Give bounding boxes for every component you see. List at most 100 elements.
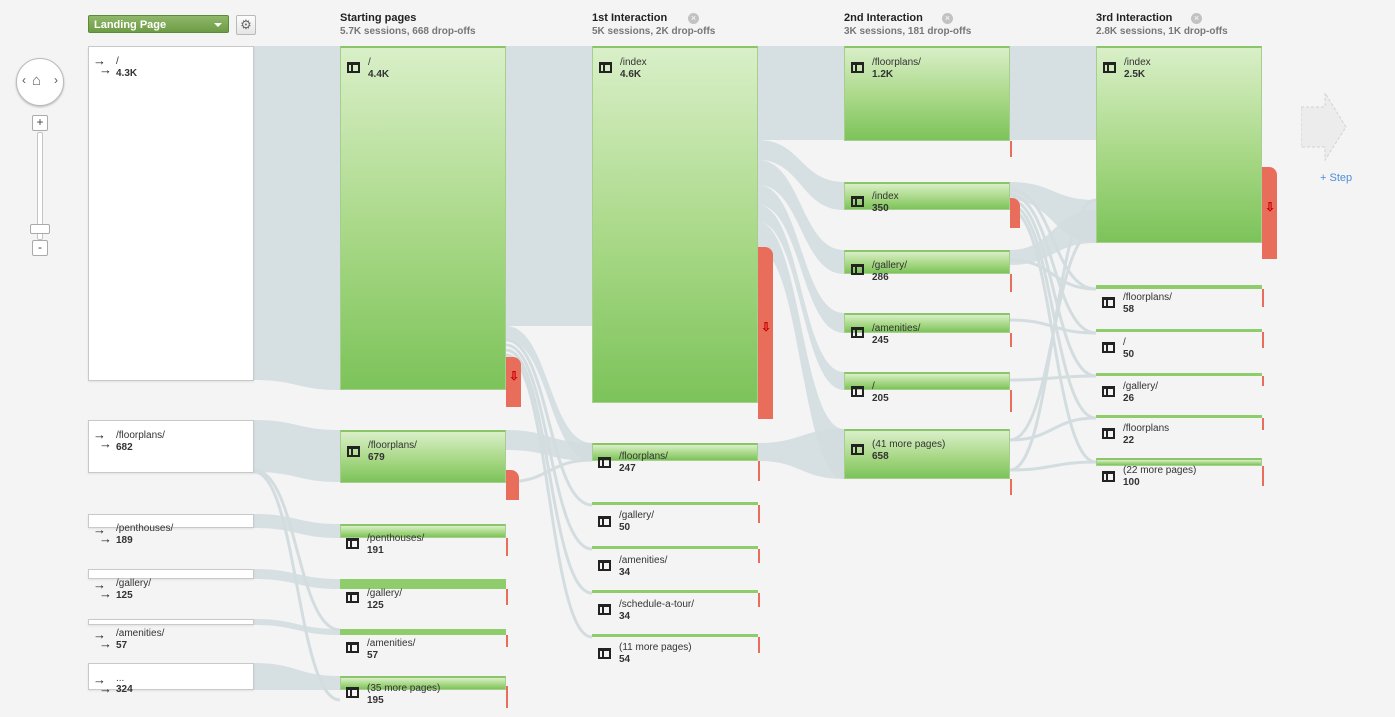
drop-off-bar[interactable] [506,470,519,500]
flow-link[interactable] [505,338,593,507]
flow-link[interactable] [506,326,592,461]
caret-down-icon [214,23,222,27]
page-node[interactable]: /index 4.6K [592,46,758,403]
flow-link[interactable] [758,46,844,140]
page-node[interactable]: /floorplans/ 679 [340,430,506,483]
drop-off-bar[interactable] [506,357,521,407]
page-node[interactable] [1096,458,1262,466]
drop-off-bar[interactable] [758,505,760,523]
flow-link[interactable] [254,514,340,538]
source-node[interactable]: → → /penthouses/ 189 [88,514,254,546]
flow-link[interactable] [1009,374,1097,382]
plus-label: + [36,115,44,129]
page-node[interactable] [592,590,758,593]
page-node[interactable]: / 205 [844,372,1010,404]
flow-link[interactable] [758,429,844,479]
page-node[interactable]: /floorplans/ 1.2K [844,46,1010,141]
zoom-slider-handle[interactable] [30,224,50,234]
drop-off-bar[interactable] [758,461,760,481]
flow-link[interactable] [1009,228,1097,442]
close-icon[interactable]: × [942,13,953,24]
drop-off-bar[interactable] [758,593,760,607]
drop-off-bar[interactable] [1262,418,1264,430]
flow-link[interactable] [506,46,592,326]
drop-off-bar[interactable] [506,635,508,647]
page-node[interactable] [592,634,758,637]
zoom-in-button[interactable]: + [32,115,48,131]
page-node[interactable]: / 4.4K [340,46,506,390]
page-node[interactable]: /index 350 [844,182,1010,214]
flow-link[interactable] [758,185,844,333]
drop-off-bar[interactable] [1010,479,1012,495]
pan-right-icon[interactable]: › [54,73,58,87]
page-node[interactable] [592,443,758,461]
close-icon[interactable]: × [1191,13,1202,24]
page-node[interactable] [1096,373,1262,376]
drop-off-bar[interactable] [506,686,508,708]
flow-link[interactable] [254,46,340,390]
home-icon[interactable]: ⌂ [32,72,42,89]
flow-link[interactable] [1009,258,1097,291]
drop-off-bar[interactable] [1010,333,1012,347]
page-node[interactable] [592,502,758,505]
flow-link[interactable] [758,222,844,479]
flow-link[interactable] [1010,46,1096,140]
flow-link[interactable] [1009,193,1097,335]
pan-left-icon[interactable]: ‹ [22,73,26,87]
add-step-arrow-icon[interactable] [1301,93,1347,161]
drop-off-bar[interactable] [1262,332,1264,348]
flow-link[interactable] [1009,188,1097,291]
drop-off-bar[interactable] [1262,289,1264,307]
close-icon[interactable]: × [688,13,699,24]
flow-link[interactable] [253,470,341,702]
page-node[interactable] [1096,415,1262,418]
drop-off-bar[interactable] [758,637,760,653]
drop-off-bar[interactable] [506,538,508,556]
drop-off-bar[interactable] [758,549,760,563]
settings-button[interactable]: ⚙ [236,15,256,35]
flow-link[interactable] [253,468,341,632]
flow-link[interactable] [1009,460,1097,472]
page-node[interactable] [340,629,506,635]
page-node[interactable] [1096,329,1262,332]
flow-link[interactable] [254,619,340,635]
flow-link[interactable] [254,420,340,482]
add-step-link[interactable]: + Step [1320,172,1353,184]
page-node[interactable] [1096,285,1262,289]
drop-off-bar[interactable] [1010,198,1020,228]
flow-link[interactable] [505,353,593,639]
flow-link[interactable] [758,140,844,210]
zoom-slider-track[interactable] [37,132,43,240]
page-node[interactable]: /gallery/ 286 [844,250,1010,283]
drop-off-bar[interactable] [1010,390,1012,412]
source-node[interactable]: → → /amenities/ 57 [88,619,254,651]
drop-off-bar[interactable] [1262,167,1277,259]
dimension-selector[interactable]: Landing Page [88,15,229,33]
node-value: 286 [872,272,889,283]
page-node[interactable] [340,524,506,538]
flow-link[interactable] [758,160,844,274]
flow-link[interactable] [1009,198,1097,378]
drop-off-bar[interactable] [1010,141,1012,157]
source-node[interactable]: → → / 4.3K [88,46,254,381]
page-node[interactable] [340,579,506,589]
page-node[interactable]: /amenities/ 245 [844,313,1010,346]
source-node[interactable]: → → ... 324 [88,663,254,695]
flow-link[interactable] [758,205,844,390]
flow-link[interactable] [254,663,340,690]
flow-link[interactable] [1009,203,1097,420]
zoom-out-button[interactable]: - [32,240,48,256]
drop-off-bar[interactable] [1262,376,1264,386]
source-node[interactable]: → → /gallery/ 125 [88,569,254,601]
drop-off-bar[interactable] [506,589,508,605]
page-node[interactable] [340,676,506,690]
flow-link[interactable] [1009,416,1097,442]
flow-link[interactable] [505,343,593,551]
drop-off-bar[interactable] [758,247,773,419]
page-node[interactable]: /index 2.5K [1096,46,1262,243]
drop-off-bar[interactable] [1010,274,1012,292]
source-node[interactable]: → → /floorplans/ 682 [88,420,254,473]
drop-off-bar[interactable] [1262,466,1264,486]
page-node[interactable]: (41 more pages) 658 [844,429,1010,479]
page-node[interactable] [592,546,758,549]
